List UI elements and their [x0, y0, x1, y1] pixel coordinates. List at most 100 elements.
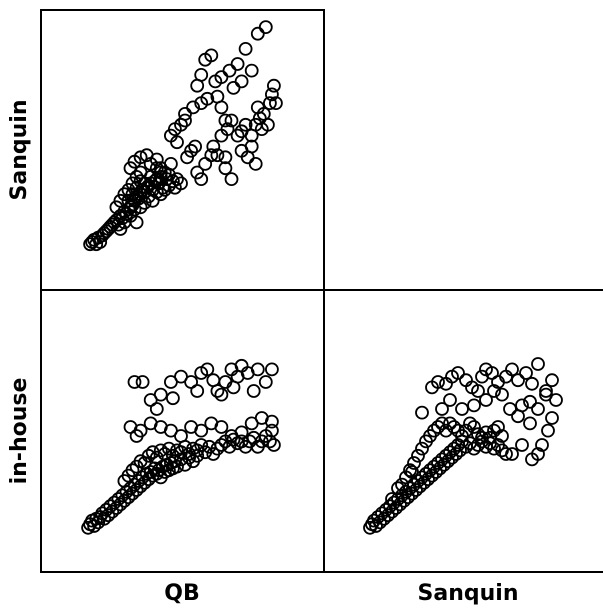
data-point: [433, 461, 447, 476]
data-point: [250, 362, 265, 377]
data-point: [417, 475, 431, 490]
data-point: [531, 402, 545, 416]
data-point: [431, 420, 445, 434]
data-point: [210, 384, 225, 398]
row-label-sanquin: Sanquin: [7, 100, 32, 201]
data-point: [262, 96, 277, 110]
data-point: [101, 508, 116, 523]
data-point: [133, 479, 148, 494]
data-point: [377, 511, 391, 526]
data-point: [405, 465, 419, 479]
data-point: [545, 373, 559, 388]
data-point: [218, 113, 233, 128]
panel-frame-inhouse-vs-qb: [40, 289, 325, 573]
panel-frame-sanquin-vs-qb: [40, 9, 325, 291]
data-point: [214, 420, 229, 434]
data-point: [194, 172, 209, 187]
data-point: [531, 357, 545, 371]
data-point: [204, 48, 219, 63]
data-point: [174, 176, 188, 191]
data-point: [218, 150, 233, 165]
data-point: [244, 139, 259, 154]
data-point: [133, 200, 148, 215]
data-point: [117, 493, 132, 508]
data-point: [149, 152, 164, 167]
data-point: [539, 387, 553, 402]
data-point: [425, 468, 439, 483]
data-point: [381, 508, 395, 523]
data-point: [226, 380, 241, 395]
data-point: [449, 447, 463, 461]
data-point: [149, 450, 164, 465]
data-point: [194, 438, 209, 452]
data-point: [431, 375, 445, 389]
data-point: [161, 441, 176, 456]
data-point: [129, 429, 144, 443]
data-point: [523, 394, 537, 409]
data-point: [194, 423, 209, 438]
data-point: [248, 156, 263, 171]
data-point: [165, 391, 180, 406]
data-point: [97, 511, 112, 526]
data-point: [226, 81, 241, 95]
data-point: [127, 375, 142, 389]
panel-inhouse-vs-qb: [81, 358, 281, 535]
data-point: [178, 113, 192, 128]
data-point: [174, 429, 188, 443]
data-point: [505, 447, 519, 461]
data-point: [149, 402, 164, 416]
data-point: [264, 87, 279, 102]
data-point: [188, 139, 203, 154]
data-point: [109, 501, 124, 515]
data-point: [385, 492, 399, 506]
data-point: [194, 68, 209, 82]
data-point: [415, 405, 429, 420]
data-point: [204, 148, 219, 163]
data-point: [535, 438, 549, 452]
panel-sanquin-vs-qb: [83, 20, 283, 252]
data-point: [413, 479, 427, 494]
data-point: [389, 501, 403, 515]
data-point: [467, 420, 481, 434]
data-point: [539, 384, 553, 398]
data-point: [214, 438, 229, 452]
data-point: [113, 497, 128, 512]
data-point: [230, 57, 245, 71]
data-point: [125, 463, 140, 478]
data-point: [224, 113, 239, 128]
data-point: [256, 107, 271, 121]
data-point: [266, 78, 281, 93]
data-point: [117, 187, 132, 202]
column-label-sanquin: Sanquin: [418, 581, 519, 606]
data-point: [451, 366, 465, 380]
data-point: [129, 215, 144, 230]
data-point: [429, 465, 443, 479]
data-point: [443, 416, 457, 431]
data-point: [511, 373, 525, 388]
data-point: [435, 402, 449, 416]
data-point: [403, 463, 417, 478]
data-point: [153, 165, 168, 180]
data-point: [190, 384, 205, 398]
data-point: [258, 20, 273, 35]
data-point: [467, 398, 481, 413]
data-point: [214, 387, 229, 402]
data-point: [463, 416, 477, 431]
data-point: [459, 423, 473, 438]
data-point: [511, 409, 525, 424]
data-point: [401, 490, 415, 505]
data-point: [238, 42, 253, 56]
data-point: [545, 411, 559, 425]
data-point: [505, 362, 519, 377]
data-point: [495, 429, 509, 443]
data-point: [83, 237, 97, 252]
data-point: [435, 416, 449, 431]
data-point: [503, 402, 517, 416]
data-point: [373, 515, 387, 530]
data-point: [163, 156, 178, 171]
data-point: [234, 425, 249, 440]
data-point: [214, 100, 229, 115]
data-point: [264, 423, 279, 438]
data-point: [264, 414, 279, 429]
data-point: [487, 384, 501, 398]
